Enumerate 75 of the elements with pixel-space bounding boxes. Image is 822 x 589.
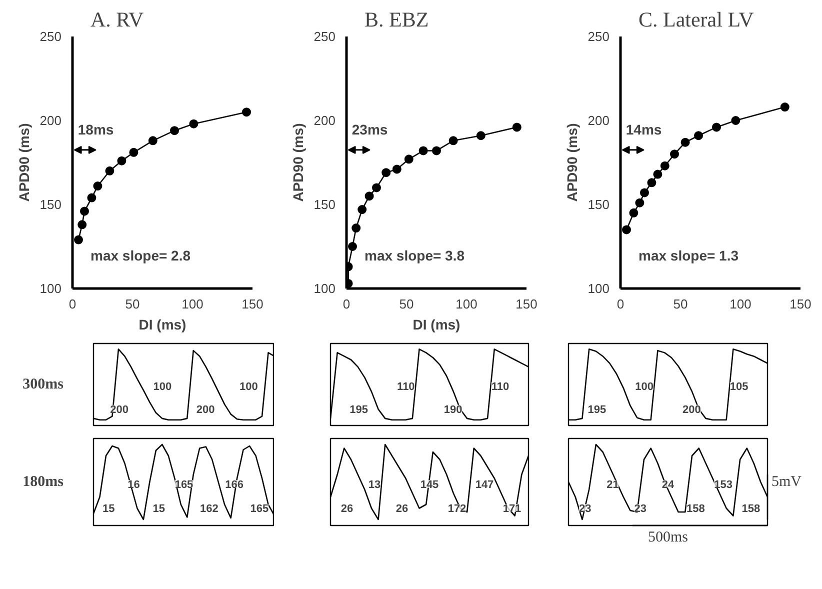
- annotation: 158: [686, 503, 705, 515]
- y-axis-title: APD90 (ms): [290, 123, 306, 202]
- y-tick-label: 250: [314, 29, 336, 44]
- annotation: 200: [682, 404, 701, 416]
- y-tick-label: 250: [588, 29, 610, 44]
- annotation: 172: [448, 503, 466, 515]
- chart-title: C. Lateral LV: [638, 8, 754, 32]
- annotation: 110: [397, 381, 415, 394]
- annotation: 100: [239, 381, 258, 394]
- y-tick-label: 150: [40, 197, 62, 212]
- chart-title: B. EBZ: [364, 8, 429, 32]
- annotation: 200: [110, 404, 129, 416]
- annotation: 153: [714, 479, 732, 491]
- annotation: 166: [225, 479, 244, 491]
- annotation: 195: [350, 404, 368, 416]
- y-axis-title: 5mV: [772, 474, 802, 490]
- x-tick-label: 50: [125, 296, 140, 312]
- annotation: 26: [340, 503, 354, 515]
- x-tick-label: 50: [673, 296, 688, 312]
- annotation: 23ms: [352, 121, 388, 138]
- x-tick-label: 50: [399, 296, 414, 312]
- annotation: max slope= 1.3: [638, 247, 739, 264]
- x-axis-title: DI (ms): [412, 316, 460, 332]
- annotation: 24: [662, 479, 675, 491]
- annotation: 18ms: [78, 121, 114, 138]
- x-tick-label: 0: [616, 296, 624, 312]
- y-tick-label: 100: [314, 281, 336, 296]
- y-tick-label: 200: [40, 113, 62, 128]
- annotation: 15: [152, 503, 165, 515]
- annotation: 23: [634, 503, 646, 515]
- annotation: 23: [578, 503, 592, 515]
- chart-title: A. RV: [90, 8, 144, 32]
- x-tick-label: 150: [790, 296, 812, 312]
- y-tick-label: 100: [588, 281, 610, 296]
- x-axis-title: DI (ms): [138, 316, 186, 332]
- annotation: 26: [396, 503, 408, 515]
- annotation: 21: [606, 479, 619, 491]
- annotation: 145: [420, 479, 439, 491]
- y-axis-title: 300ms: [22, 376, 64, 392]
- x-tick-label: 150: [242, 296, 264, 312]
- annotation: 195: [588, 404, 606, 416]
- annotation: 165: [174, 479, 194, 491]
- x-tick-label: 100: [456, 296, 478, 312]
- y-tick-label: 150: [314, 197, 336, 212]
- annotation: 171: [502, 503, 522, 515]
- annotation: 13: [368, 479, 381, 491]
- y-axis-title: 180ms: [22, 474, 64, 490]
- x-tick-label: 0: [68, 296, 76, 312]
- annotation: 200: [196, 404, 215, 416]
- y-tick-label: 150: [588, 197, 610, 212]
- x-tick-label: 0: [342, 296, 350, 312]
- x-tick-label: 100: [182, 296, 204, 312]
- y-tick-label: 200: [588, 113, 610, 128]
- annotation: 162: [200, 503, 218, 515]
- annotation: 100: [153, 381, 172, 394]
- annotation: 14ms: [626, 121, 662, 138]
- annotation: 100: [635, 381, 654, 394]
- annotation: 15: [102, 503, 115, 515]
- annotation: 147: [475, 479, 494, 491]
- y-axis-title: APD90 (ms): [16, 123, 32, 202]
- annotation: 190: [444, 404, 462, 416]
- y-tick-label: 100: [40, 281, 62, 296]
- annotation: 110: [491, 381, 510, 394]
- annotation: 105: [730, 381, 748, 394]
- y-tick-label: 250: [40, 29, 62, 44]
- x-axis-title: 500ms: [648, 530, 688, 546]
- annotation: 16: [128, 479, 140, 491]
- annotation: max slope= 2.8: [90, 247, 191, 264]
- y-axis-title: APD90 (ms): [564, 123, 580, 202]
- annotation: max slope= 3.8: [364, 247, 465, 264]
- y-tick-label: 200: [314, 113, 336, 128]
- x-tick-label: 150: [516, 296, 538, 312]
- annotation: 165: [250, 503, 269, 515]
- annotation: 158: [742, 503, 760, 515]
- x-tick-label: 100: [730, 296, 752, 312]
